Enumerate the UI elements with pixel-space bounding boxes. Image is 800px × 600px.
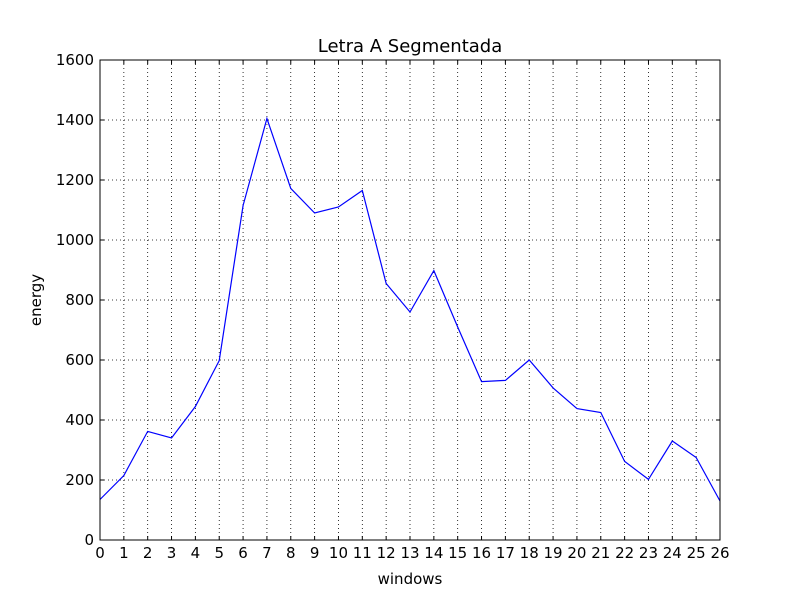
x-tick-label: 0 <box>95 544 105 562</box>
y-tick-label: 1400 <box>56 111 94 129</box>
x-tick-label: 7 <box>262 544 272 562</box>
x-tick-label: 19 <box>544 544 563 562</box>
y-axis-tick-labels: 0 200 400 600 800 1000 1200 1400 1600 <box>56 51 94 549</box>
x-tick-label: 2 <box>143 544 153 562</box>
x-tick-label: 9 <box>310 544 320 562</box>
x-tick-label: 23 <box>639 544 658 562</box>
x-tick-label: 13 <box>400 544 419 562</box>
x-tick-label: 18 <box>520 544 539 562</box>
x-tick-label: 8 <box>286 544 296 562</box>
x-tick-label: 1 <box>119 544 129 562</box>
x-tick-label: 17 <box>496 544 515 562</box>
x-tick-label: 14 <box>424 544 443 562</box>
y-tick-label: 1200 <box>56 171 94 189</box>
y-tick-label: 0 <box>84 531 94 549</box>
chart-title: Letra A Segmentada <box>318 36 503 57</box>
x-tick-label: 22 <box>615 544 634 562</box>
x-tick-label: 11 <box>353 544 372 562</box>
series-line-energy <box>99 116 721 502</box>
y-tick-label: 400 <box>65 411 94 429</box>
x-tick-label: 20 <box>567 544 586 562</box>
x-tick-label: 16 <box>472 544 491 562</box>
x-tick-label: 15 <box>448 544 467 562</box>
y-axis-label: energy <box>27 274 45 326</box>
x-tick-label: 3 <box>167 544 177 562</box>
x-tick-label: 26 <box>710 544 729 562</box>
y-tick-label: 1600 <box>56 51 94 69</box>
x-tick-label: 12 <box>377 544 396 562</box>
x-tick-label: 25 <box>687 544 706 562</box>
x-tick-label: 4 <box>191 544 201 562</box>
y-tick-label: 200 <box>65 471 94 489</box>
x-tick-label: 10 <box>329 544 348 562</box>
x-axis-label: windows <box>378 570 443 588</box>
y-tick-label: 1000 <box>56 231 94 249</box>
series-lines <box>99 116 721 502</box>
axis-ticks <box>99 59 721 541</box>
y-tick-label: 800 <box>65 291 94 309</box>
x-tick-label: 5 <box>214 544 224 562</box>
grid <box>100 60 720 540</box>
x-axis-tick-labels: 0 1 2 3 4 5 6 7 8 9 10 11 12 13 14 15 16 17 18 19 20 21 22 23 24… <box>95 544 729 562</box>
x-tick-label: 21 <box>591 544 610 562</box>
x-tick-label: 24 <box>663 544 682 562</box>
x-tick-label: 6 <box>238 544 248 562</box>
y-tick-label: 600 <box>65 351 94 369</box>
